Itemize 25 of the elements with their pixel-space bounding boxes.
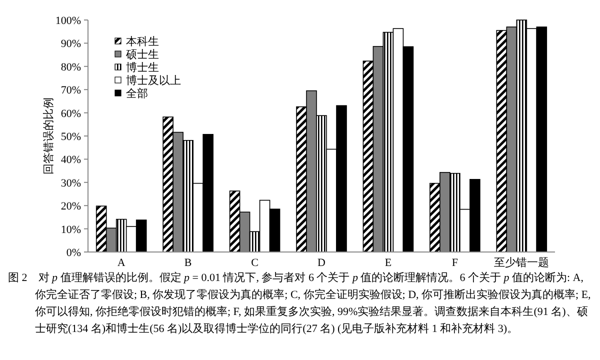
x-tick-label: B xyxy=(184,257,192,269)
legend-label: 全部 xyxy=(126,87,148,100)
y-tick-label: 20% xyxy=(60,200,81,213)
x-tick-label: 至少错一题 xyxy=(494,256,550,269)
legend-label: 博士生 xyxy=(126,61,159,74)
y-tick-label: 30% xyxy=(60,177,81,190)
y-tick-label: 90% xyxy=(60,38,81,50)
x-tick-label: F xyxy=(452,257,458,269)
x-tick-label: C xyxy=(251,257,258,269)
x-tick-label: A xyxy=(117,257,126,269)
y-tick-label: 60% xyxy=(60,108,81,120)
legend-label: 博士及以上 xyxy=(126,74,181,87)
text: 图 2 对 p 值理解错误的比例。假定 p = 0.01 情况下, 参与者对 6 个关于 p 值的论断理解情况。6 个关于 p 值的论断为: A, 你完全证否了零假设; B, 你发现了零假设为真的概率; C, 你完全证明实验假设; D, 你可推断出实验假设为真的概率; E, 你可以得知, 你拒绝零假设时犯错的概率; F, 如果重复多次实验, 99%实验结果显著。调查数据来自本科生(91 名)、硕士研究(134 名)和博士生(56 名)以及取得博士学位的同行(27 名) (见电子版补充材料 1 和补充材料 3)。 xyxy=(8,272,591,335)
y-tick-label: 100% xyxy=(55,15,81,27)
y-tick-label: 0% xyxy=(66,247,81,259)
x-tick-label: D xyxy=(318,257,326,269)
y-tick-label: 70% xyxy=(60,84,81,97)
y-tick-label: 50% xyxy=(60,131,81,143)
y-tick-label: 80% xyxy=(60,61,81,74)
legend-label: 本科生 xyxy=(126,35,159,48)
legend-label: 硕士生 xyxy=(125,48,159,61)
y-axis-title: 回答错误的比例 xyxy=(42,98,55,174)
x-tick-label: E xyxy=(384,257,392,269)
y-tick-label: 40% xyxy=(60,154,81,166)
y-tick-label: 10% xyxy=(60,224,81,236)
